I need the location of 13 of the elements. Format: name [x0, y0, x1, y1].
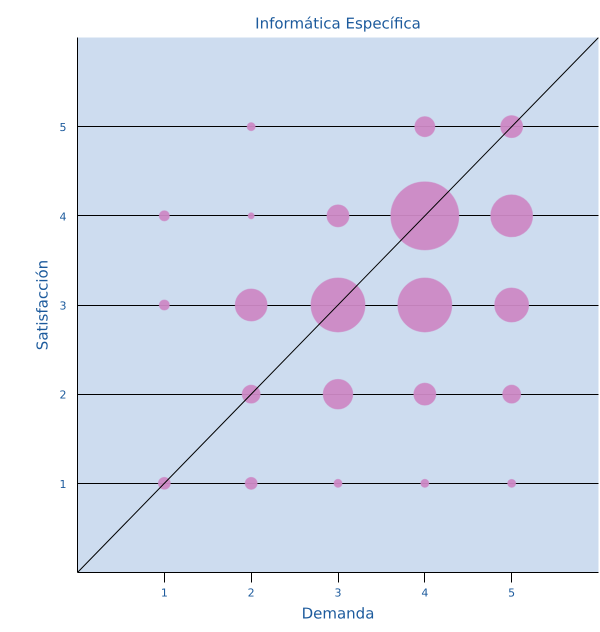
- x-tick-label: 1: [160, 586, 168, 600]
- y-tick-label: 3: [60, 300, 66, 312]
- x-tick-label: 5: [508, 586, 516, 600]
- y-tick-label: 5: [60, 121, 66, 134]
- y-tick-label: 1: [60, 478, 66, 491]
- x-tick-label: 2: [248, 586, 255, 600]
- y-tick-label: 2: [60, 388, 66, 402]
- y-axis-title: Satisfacción: [34, 260, 52, 350]
- chart-title: Informática Específica: [255, 14, 421, 32]
- x-tick-label: 4: [421, 586, 428, 600]
- x-axis-title: Demanda: [302, 604, 374, 622]
- y-tick-label: 4: [60, 210, 66, 224]
- x-tick-label: 3: [334, 586, 342, 600]
